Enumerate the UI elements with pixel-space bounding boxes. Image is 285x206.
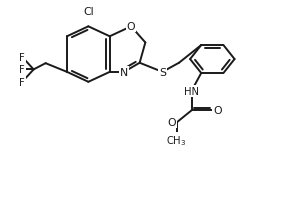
Text: Cl: Cl xyxy=(83,7,94,17)
Text: CH$_3$: CH$_3$ xyxy=(166,133,187,147)
Text: O: O xyxy=(167,118,176,128)
Text: O: O xyxy=(213,106,222,116)
Text: HN: HN xyxy=(184,87,199,96)
Text: O: O xyxy=(127,22,135,32)
Text: N: N xyxy=(120,68,128,77)
Text: F: F xyxy=(19,65,25,75)
Text: F: F xyxy=(19,53,25,63)
Text: F: F xyxy=(19,77,25,87)
Text: S: S xyxy=(159,68,166,77)
